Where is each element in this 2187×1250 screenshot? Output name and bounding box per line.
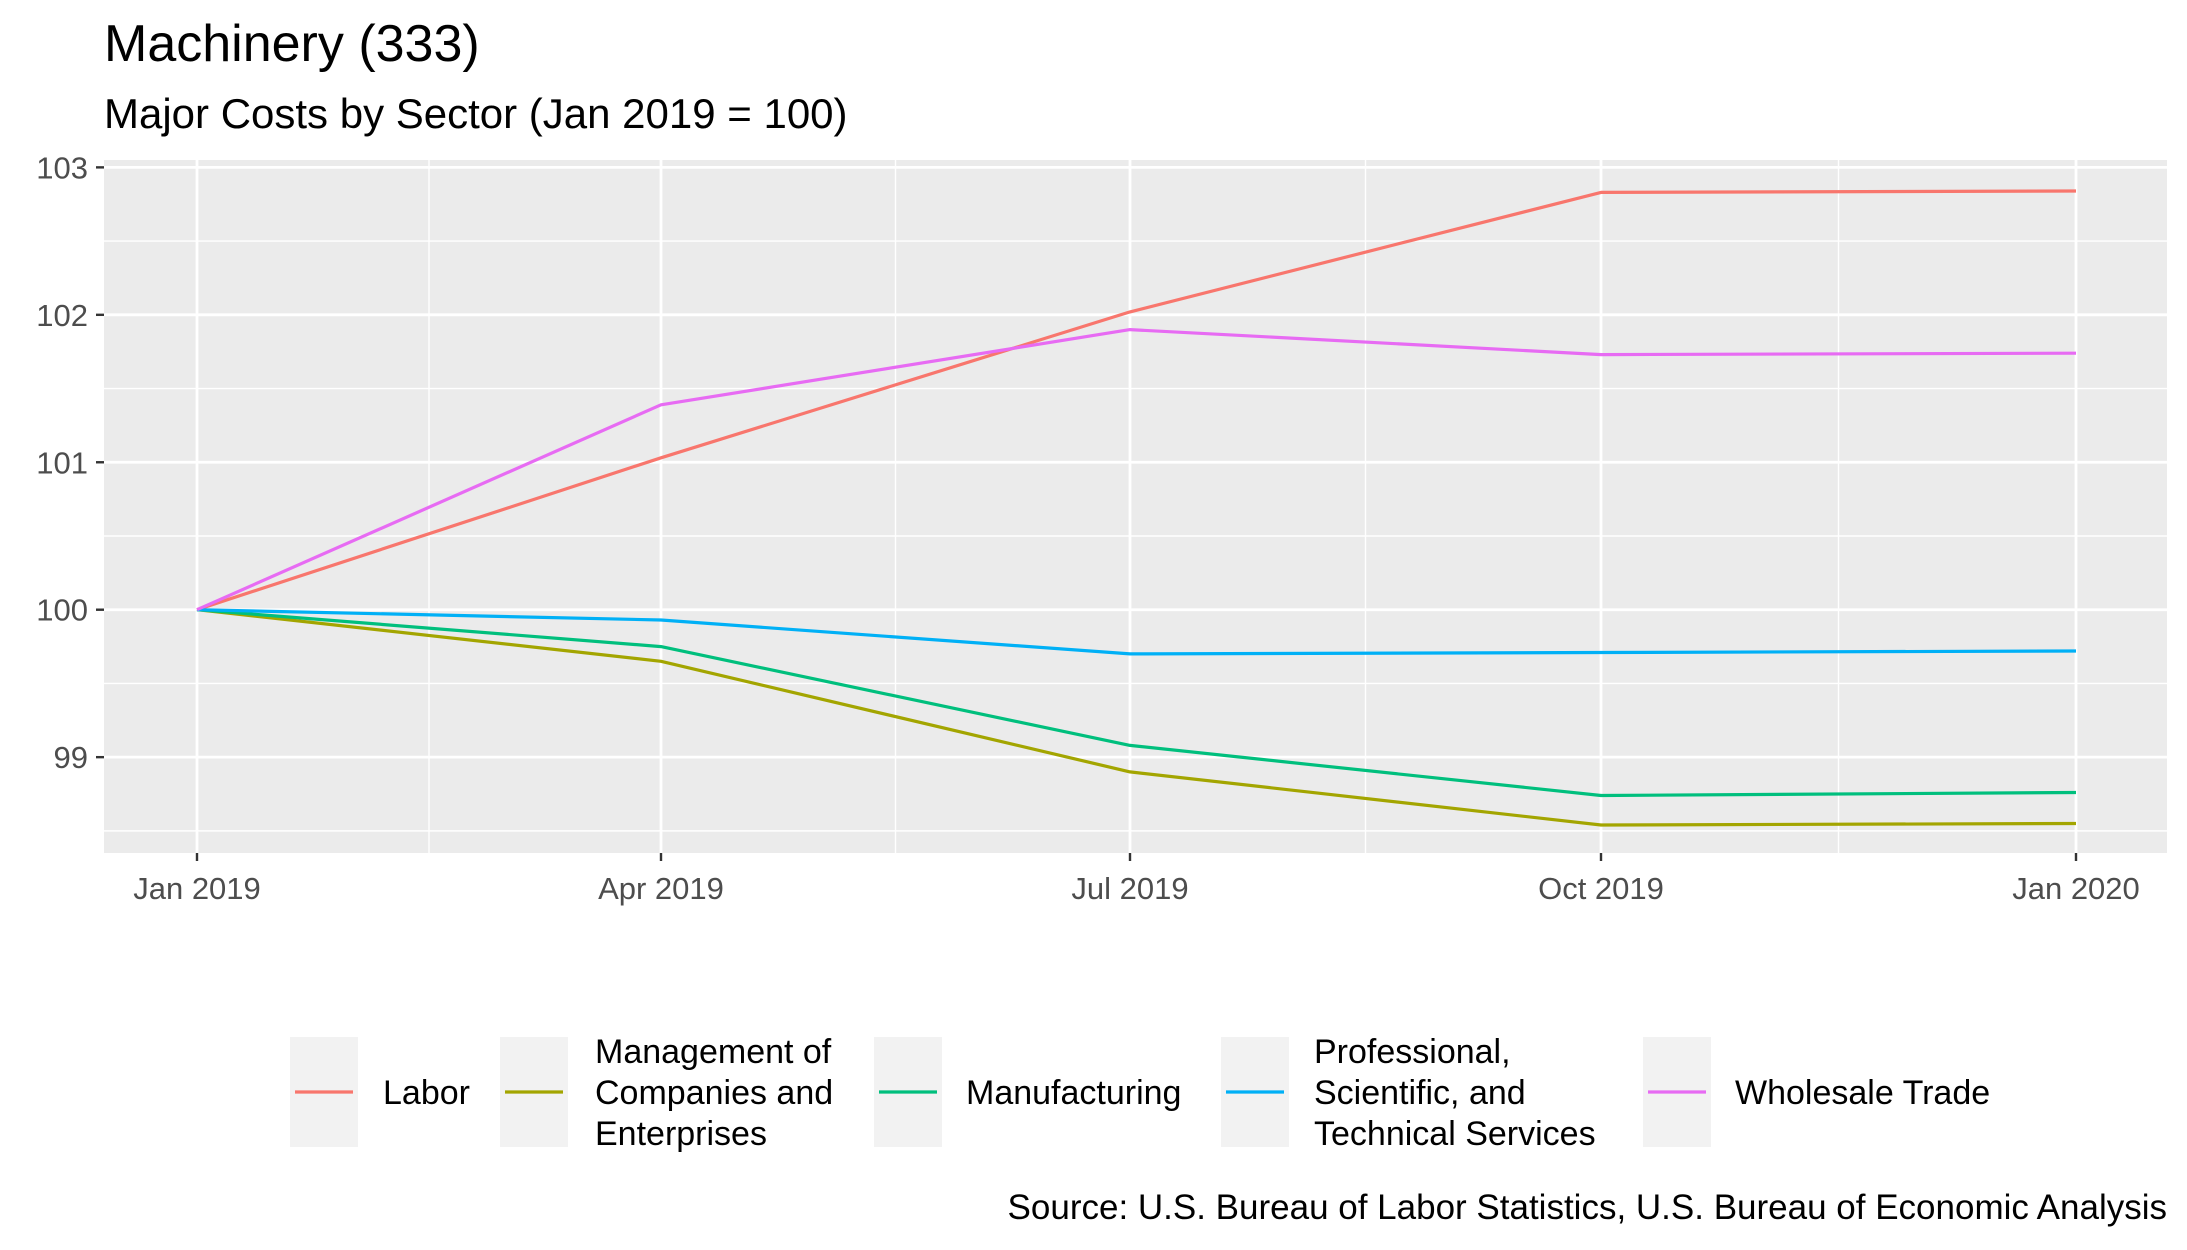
series-line [196, 608, 2077, 798]
x-tick-label: Jul 2019 [1071, 871, 1188, 906]
legend-label: Manufacturing [966, 1074, 1181, 1112]
series-line [196, 328, 2077, 612]
series-line [196, 608, 2077, 656]
y-tick-label: 102 [36, 298, 88, 333]
y-tick-label: 101 [36, 445, 88, 480]
y-tick-label: 100 [36, 593, 88, 628]
x-tick-label: Apr 2019 [598, 871, 724, 906]
series-line [196, 189, 2077, 612]
legend-label: Professional, Scientific, and Technical Se… [1314, 1033, 1596, 1153]
chart-subtitle: Major Costs by Sector (Jan 2019 = 100) [104, 90, 848, 137]
source-caption: Source: U.S. Bureau of Labor Statistics,… [1007, 1188, 2167, 1227]
series-line [196, 608, 2077, 827]
x-tick-label: Jan 2019 [133, 871, 261, 906]
y-tick-label: 103 [36, 150, 88, 185]
plot-panel [104, 160, 2167, 853]
x-tick-label: Jan 2020 [2012, 871, 2140, 906]
legend-label: Wholesale Trade [1735, 1074, 1990, 1112]
y-tick-label: 99 [54, 740, 88, 775]
x-tick-label: Oct 2019 [1538, 871, 1664, 906]
legend-label: Management of Companies and Enterprises [595, 1033, 833, 1153]
legend-label: Labor [383, 1074, 470, 1112]
chart-title: Machinery (333) [104, 15, 480, 73]
